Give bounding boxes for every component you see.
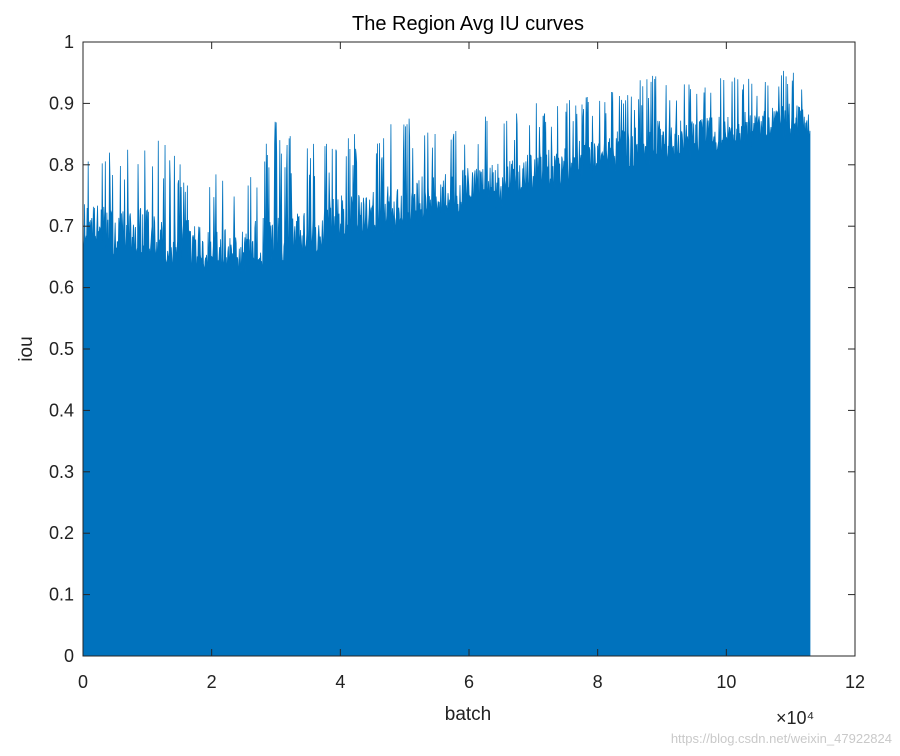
x-tick-label: 6 bbox=[464, 672, 474, 692]
watermark: https://blog.csdn.net/weixin_47922824 bbox=[670, 731, 892, 746]
x-tick-label: 12 bbox=[845, 672, 865, 692]
y-tick-label: 1 bbox=[64, 32, 74, 52]
y-tick-label: 0.1 bbox=[49, 585, 74, 605]
x-axis-label: batch bbox=[445, 704, 491, 725]
x-tick-label: 0 bbox=[78, 672, 88, 692]
x-tick-label: 4 bbox=[335, 672, 345, 692]
series-0-area bbox=[82, 70, 811, 657]
x-tick-label: 2 bbox=[207, 672, 217, 692]
y-axis-label: iou bbox=[16, 336, 37, 361]
y-tick-label: 0.2 bbox=[49, 523, 74, 543]
y-tick-label: 0 bbox=[64, 646, 74, 666]
y-tick-label: 0.7 bbox=[49, 216, 74, 236]
plot-area bbox=[82, 70, 811, 657]
y-tick-label: 0.5 bbox=[49, 339, 74, 359]
chart-title: The Region Avg IU curves bbox=[352, 13, 584, 35]
axes: 0 2 4 6 8 10 12 0 0.1 0.2 0.3 0.4 0.5 0.6 0.7 0.8 0.9 1 bbox=[49, 32, 865, 692]
y-tick-label: 0.8 bbox=[49, 155, 74, 175]
x-axis-multiplier: ×10⁴ bbox=[776, 708, 814, 728]
y-tick-label: 0.9 bbox=[49, 93, 74, 113]
x-tick-label: 10 bbox=[716, 672, 736, 692]
y-tick-label: 0.4 bbox=[49, 400, 74, 420]
y-tick-label: 0.3 bbox=[49, 462, 74, 482]
y-tick-label: 0.6 bbox=[49, 278, 74, 298]
x-tick-label: 8 bbox=[593, 672, 603, 692]
